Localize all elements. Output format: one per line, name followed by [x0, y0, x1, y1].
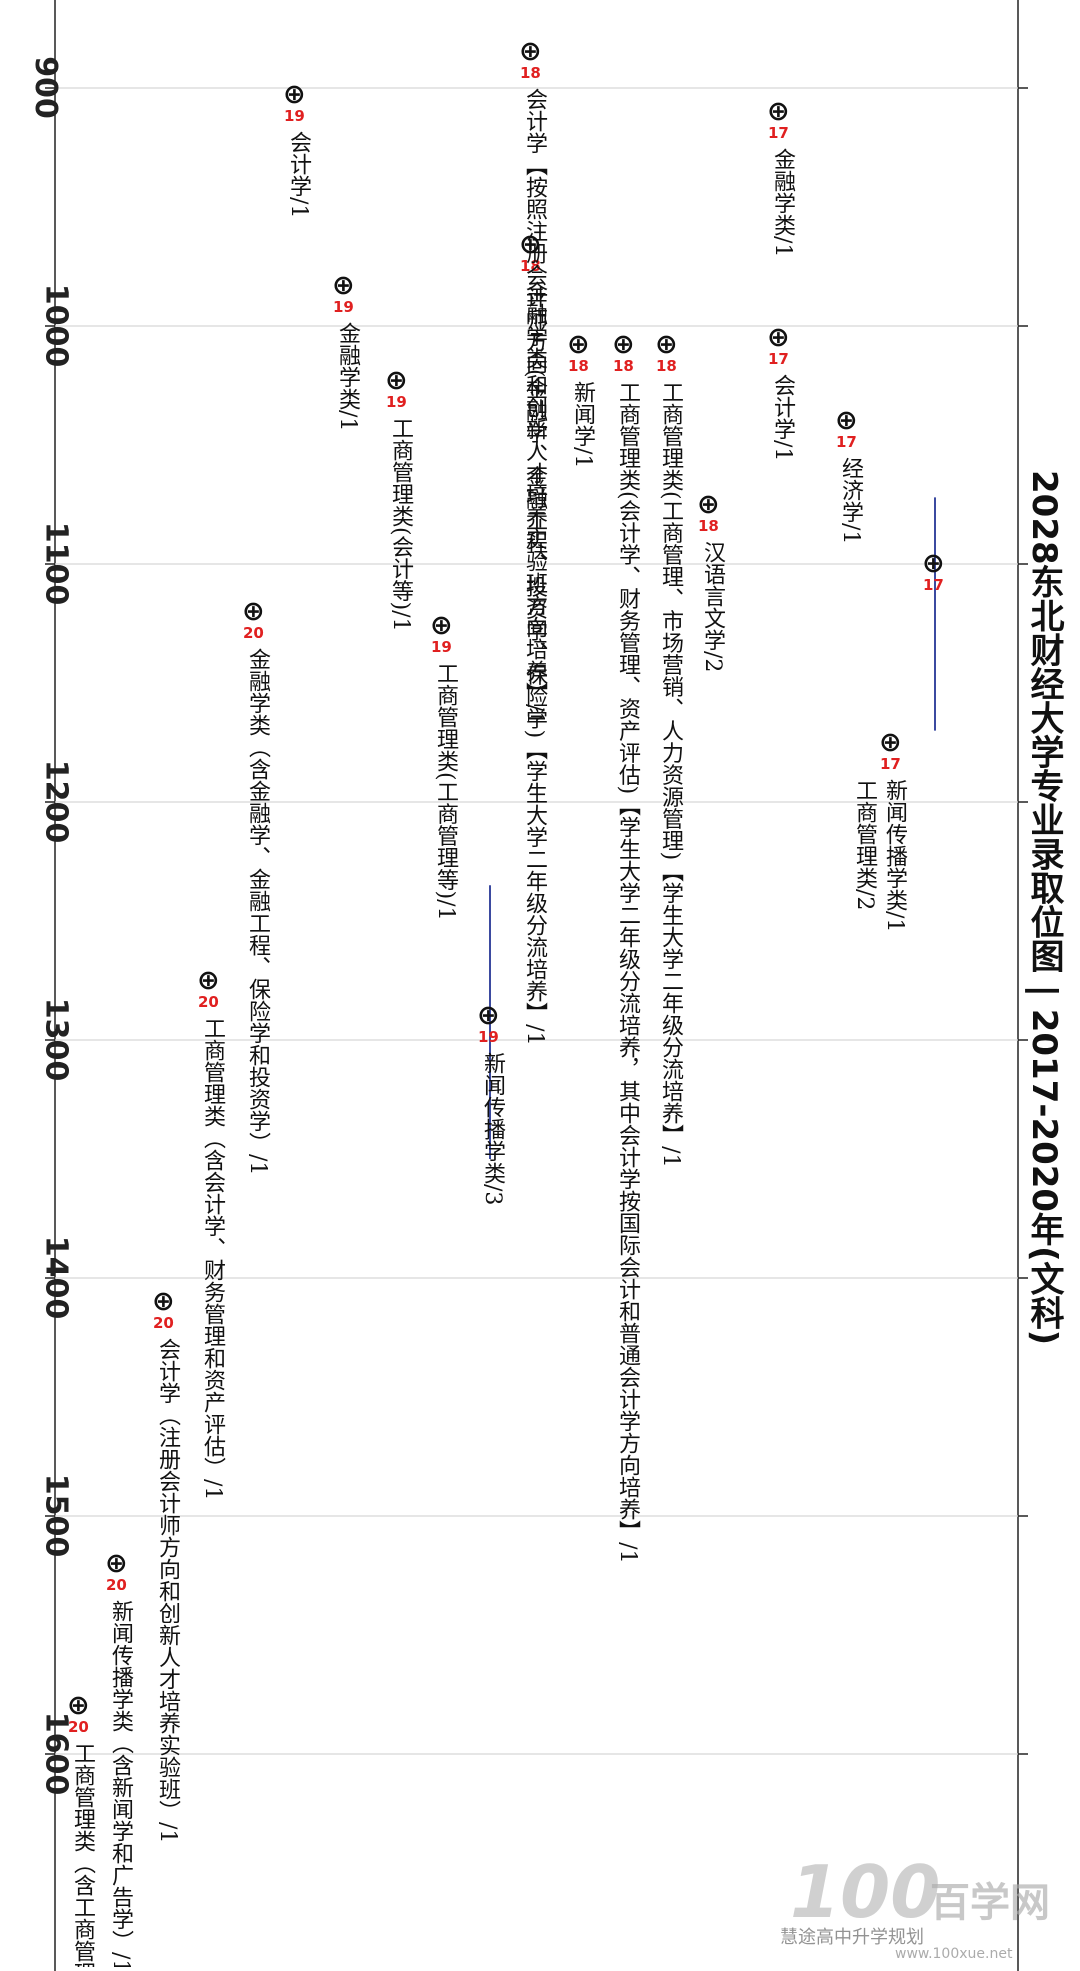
- watermark-brand: 百学网: [930, 1880, 1050, 1926]
- data-point-year: 20: [243, 623, 264, 642]
- data-point-year: 19: [333, 297, 354, 316]
- data-point-label: 金融学类(金融学、金融工程、投资学、保险学)【学生大学二年级分流培养】/1: [522, 281, 547, 1046]
- data-point-year: 18: [520, 257, 541, 276]
- data-point-marker: ⊕: [879, 726, 902, 758]
- data-point-label: 汉语言文学/2: [700, 540, 725, 672]
- data-point-label: 工商管理类(工商管理等)/1: [433, 661, 458, 921]
- data-point-marker: ⊕: [612, 329, 635, 361]
- watermark-url: www.100xue.net: [895, 1946, 1013, 1962]
- data-point-year: 18: [568, 357, 589, 376]
- data-point-year: 17: [768, 123, 789, 142]
- data-point-year: 20: [68, 1718, 89, 1737]
- data-point-label: 新闻传播学类（含新闻学和广告学）/1: [108, 1599, 133, 1967]
- data-point-marker: ⊕: [835, 405, 858, 437]
- data-point-label: 金融学类/1: [770, 147, 795, 258]
- data-point-label: 工商管理类（含工商管理: [70, 1742, 95, 1967]
- data-point-year: 17: [880, 754, 901, 773]
- chart-title: 2028东北财经大学专业录取位图 | 2017-2020年(文科): [1024, 470, 1064, 1346]
- data-point-marker: ⊕: [519, 229, 542, 261]
- tick-label-1300: 1300: [38, 997, 74, 1082]
- data-point-label: 金融学类（含金融学、金融工程、保险学和投资学）/1: [245, 647, 270, 1176]
- data-point-year: 18: [698, 516, 719, 535]
- data-point-marker: ⊕: [197, 964, 220, 996]
- watermark-logo: 100: [790, 1850, 941, 1934]
- data-point-year: 20: [153, 1313, 174, 1332]
- tick-label-1100: 1100: [38, 521, 74, 606]
- data-point-marker: ⊕: [430, 609, 453, 641]
- data-point-year: 19: [478, 1028, 499, 1047]
- data-point-marker: ⊕: [767, 95, 790, 127]
- data-point-year: 19: [284, 107, 305, 126]
- data-point-year: 17: [923, 576, 944, 594]
- data-point-label: 工商管理类(会计学、财务管理、资产评估)【学生大学二年级分流培养，其中会计学按国…: [615, 381, 640, 1564]
- data-point-year: 19: [386, 392, 407, 411]
- tick-label-1000: 1000: [38, 283, 74, 368]
- data-point-marker: ⊕: [105, 1547, 128, 1579]
- data-point-year: 18: [656, 357, 677, 376]
- data-point-label: 会计学/1: [286, 131, 311, 219]
- data-point-label: 新闻传播学类/3: [480, 1052, 505, 1206]
- data-point-label: 经济学/1: [838, 457, 863, 545]
- data-point-label: 工商管理类（含会计学、财务管理和资产评估）/1: [200, 1016, 225, 1500]
- data-point-marker: ⊕: [242, 595, 265, 627]
- data-point-marker: ⊕: [697, 488, 720, 520]
- data-point-marker: ⊕: [767, 321, 790, 353]
- tick-label-900: 900: [27, 56, 63, 119]
- data-point-label: 工商管理类(会计等)/1: [388, 416, 413, 632]
- data-point-label: 会计学（注册会计师方向和创新人才培养实验班）/1: [155, 1337, 180, 1844]
- data-point-label: 工商管理类/2: [852, 778, 877, 910]
- tick-label-1500: 1500: [38, 1473, 74, 1558]
- data-point-label: 会计学【按照注册会计师方向和创新人才培养实验班方向培养】/1: [522, 88, 547, 726]
- data-point-year: 18: [613, 357, 634, 376]
- data-point-year: 19: [431, 637, 452, 656]
- data-point-year: 20: [198, 992, 219, 1011]
- data-point-year: 18: [520, 64, 541, 83]
- data-point-year: 17: [768, 349, 789, 368]
- watermark-account: 慧途高中升学规划: [780, 1927, 924, 1948]
- data-point-label: 工商管理类(工商管理、市场营销、人力资源管理)【学生大学二年级分流培养】/1: [658, 381, 683, 1168]
- data-point-year: 20: [106, 1575, 127, 1594]
- tick-label-1200: 1200: [38, 759, 74, 844]
- data-point-marker: ⊕: [283, 79, 306, 111]
- data-point-marker: ⊕: [655, 329, 678, 361]
- data-point-label: 新闻学/1: [570, 381, 595, 469]
- data-point-label: 新闻传播学类/1: [882, 778, 907, 932]
- data-point-marker: ⊕: [67, 1690, 90, 1722]
- data-point-marker: ⊕: [519, 36, 542, 68]
- data-point-marker: ⊕: [567, 329, 590, 361]
- tick-label-1400: 1400: [38, 1235, 74, 1320]
- data-point-year: 17: [836, 433, 857, 452]
- data-point-marker: ⊕: [152, 1285, 175, 1317]
- data-point-marker: ⊕: [922, 548, 945, 579]
- data-point-marker: ⊕: [385, 364, 408, 396]
- watermark: 100 百学网 慧途高中升学规划 www.100xue.net: [780, 1850, 1070, 1965]
- data-point-label: 金融学类/1: [335, 321, 360, 431]
- data-point-marker: ⊕: [332, 269, 355, 301]
- data-point-marker: ⊕: [477, 1000, 500, 1032]
- data-point-label: 会计学/1: [770, 373, 795, 462]
